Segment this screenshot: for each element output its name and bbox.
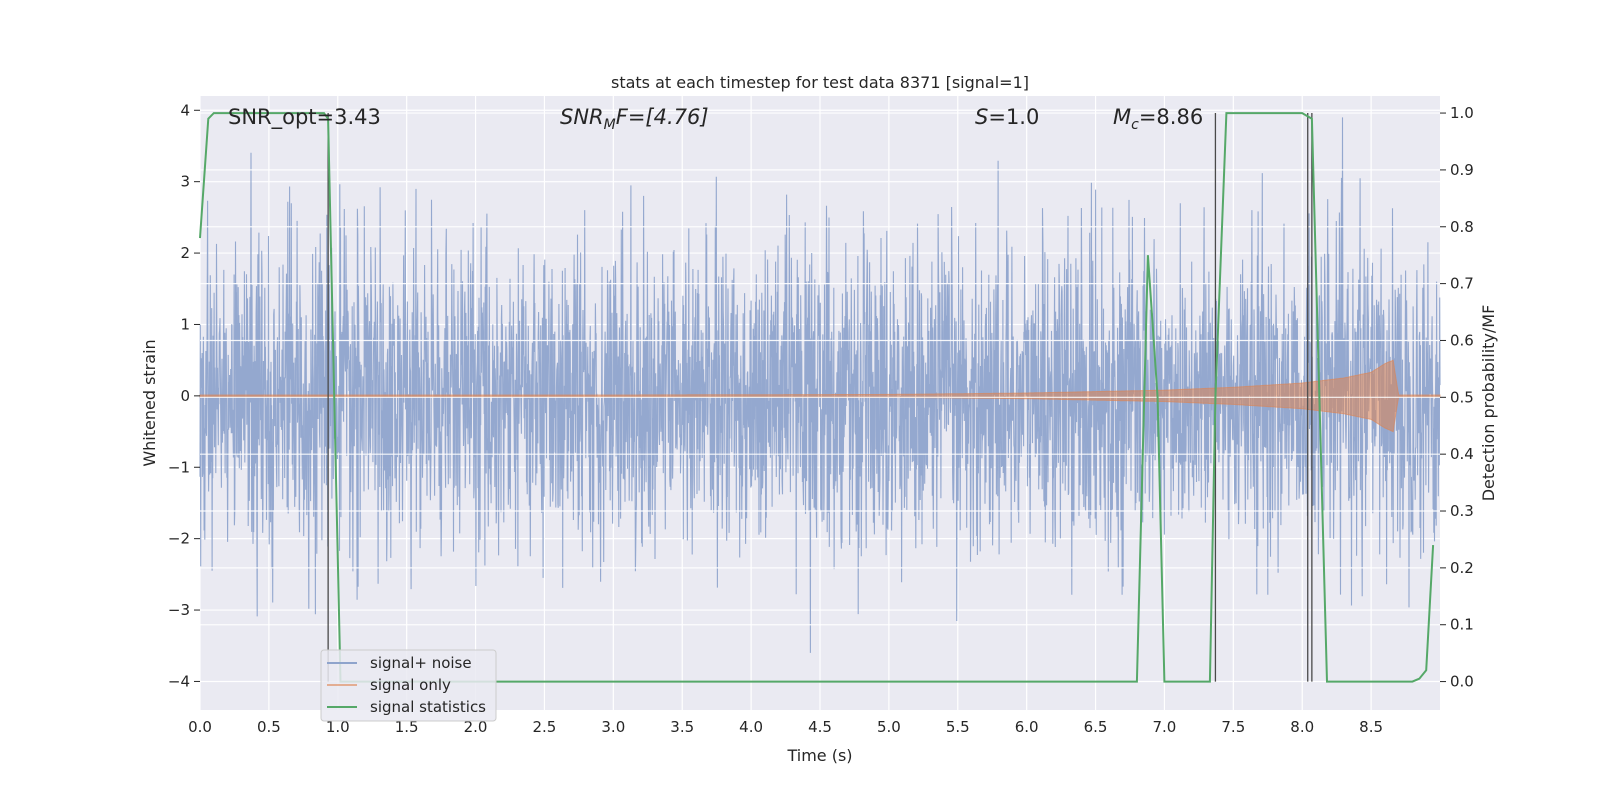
x-tick-label: 0.5: [257, 718, 281, 736]
annotation-mc-base: M: [1113, 105, 1131, 129]
annotation-snr-opt: SNR_opt=3.43: [228, 105, 381, 130]
x-tick-label: 2.0: [464, 718, 488, 736]
annotation-s: S=1.0: [975, 105, 1039, 129]
y-axis-right-label: Detection probability/MF: [1479, 305, 1498, 502]
x-tick-label: 2.5: [533, 718, 557, 736]
legend-label-signal-statistics: signal statistics: [370, 698, 486, 716]
y-right-tick-label: 0.4: [1450, 445, 1474, 463]
y-right-tick-label: 0.7: [1450, 275, 1474, 293]
y-right-tick-label: 0.3: [1450, 502, 1474, 520]
annotation-s-italic: S: [975, 105, 988, 129]
series-signal-only: [199, 359, 1441, 433]
annotation-mc-rest: =8.86: [1139, 105, 1203, 129]
x-tick-label: 3.0: [601, 718, 625, 736]
x-tick-label: 4.0: [739, 718, 763, 736]
y-right-tick-label: 0.0: [1450, 673, 1474, 691]
legend-box: [320, 649, 497, 722]
x-tick-label: 8.5: [1359, 718, 1383, 736]
y-tick-label: 2: [180, 244, 190, 262]
signal-noise-line: [199, 117, 1441, 653]
signal-statistics-line: [199, 112, 1435, 683]
y-tick-label: −4: [168, 672, 190, 690]
x-tick-label: 5.0: [877, 718, 901, 736]
x-tick-label: 4.5: [808, 718, 832, 736]
annotation-mc-sub: c: [1131, 117, 1139, 133]
y-tick-label: −2: [168, 530, 190, 548]
chart-title: stats at each timestep for test data 837…: [611, 73, 1029, 92]
x-tick-label: 0.0: [188, 718, 212, 736]
annotation-snr-mf-rest: F=[4.76]: [616, 105, 709, 129]
annotation-snr-mf: SNRMF=[4.76]: [560, 105, 709, 133]
signal-only-band: [199, 359, 1441, 433]
y-tick-label: −3: [168, 601, 190, 619]
y-tick-label: −1: [168, 458, 190, 476]
y-right-tick-label: 0.5: [1450, 388, 1474, 406]
series-signal-noise: [199, 117, 1441, 653]
y-right-tick-label: 0.6: [1450, 331, 1474, 349]
y-tick-label: 0: [180, 387, 190, 405]
y-tick-label: 4: [180, 101, 190, 119]
x-tick-label: 7.5: [1221, 718, 1245, 736]
y-right-tick-label: 0.2: [1450, 559, 1474, 577]
annotation-s-rest: =1.0: [988, 105, 1039, 129]
y-right-tick-label: 0.8: [1450, 218, 1474, 236]
x-tick-label: 5.5: [946, 718, 970, 736]
annotation-snr-mf-base: SNR: [560, 105, 604, 129]
y-tick-label: 3: [180, 173, 190, 191]
legend: signal+ noise signal only signal statist…: [320, 649, 497, 722]
x-tick-label: 1.5: [395, 718, 419, 736]
annotation-snr-mf-sub: M: [604, 117, 616, 133]
y-right-tick-label: 0.9: [1450, 161, 1474, 179]
y-axis-ticks: −4 −3 −2 −1 0 1 2 3 4: [168, 101, 200, 690]
annotation-mc: Mc=8.86: [1113, 105, 1203, 133]
y-right-tick-label: 1.0: [1450, 104, 1474, 122]
y-tick-label: 1: [180, 315, 190, 333]
x-tick-label: 6.5: [1084, 718, 1108, 736]
x-tick-label: 3.5: [670, 718, 694, 736]
legend-label-signal-noise: signal+ noise: [370, 654, 472, 672]
legend-label-signal-only: signal only: [370, 676, 451, 694]
x-tick-label: 8.0: [1290, 718, 1314, 736]
series-signal-statistics: [199, 112, 1435, 683]
x-tick-label: 7.0: [1153, 718, 1177, 736]
y-axis-label: Whitened strain: [140, 339, 159, 466]
y-axis-right-ticks: 0.0 0.1 0.2 0.3 0.4 0.5 0.6 0.7 0.8 0.9 1.0: [1440, 104, 1474, 691]
x-axis-label: Time (s): [786, 746, 852, 765]
x-tick-label: 6.0: [1015, 718, 1039, 736]
x-tick-label: 1.0: [326, 718, 350, 736]
x-axis-ticks: 0.0 0.5 1.0 1.5 2.0 2.5 3.0 3.5 4.0 4.5 5.0 5.5 6.0 6…: [188, 718, 1383, 736]
y-right-tick-label: 0.1: [1450, 616, 1474, 634]
